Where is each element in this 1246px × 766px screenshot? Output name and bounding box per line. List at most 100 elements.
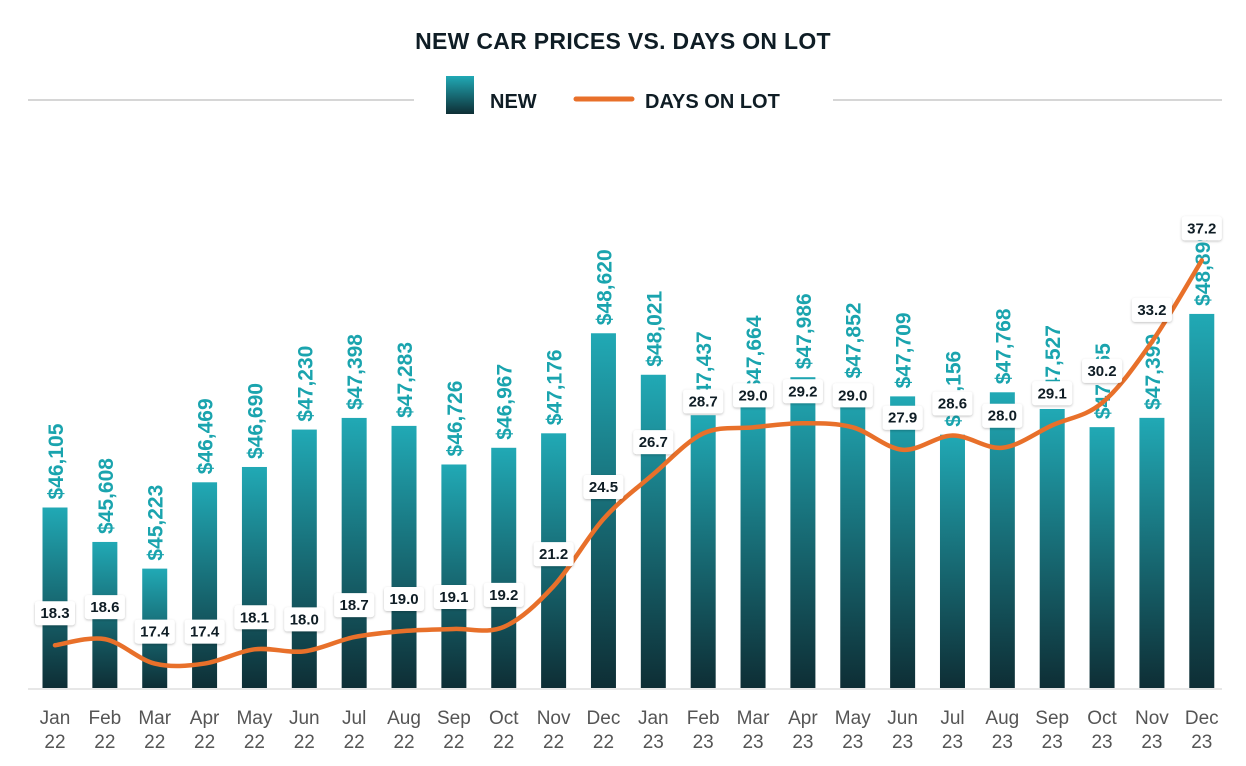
bar-new-20	[1039, 408, 1065, 688]
bar-new-12	[640, 374, 666, 688]
line-label-box-8	[433, 584, 474, 609]
line-label-days-1: 18.6	[90, 599, 119, 616]
x-tick-year-14: 23	[742, 732, 763, 753]
line-label-box-5	[284, 607, 325, 632]
bar-new-22	[1139, 417, 1165, 688]
x-tick-month-11: Dec	[587, 708, 621, 729]
x-tick-year-13: 23	[693, 732, 714, 753]
bar-new-5	[291, 429, 317, 688]
x-tick-month-8: Sep	[437, 708, 471, 729]
line-label-box-17	[882, 405, 923, 430]
bar-new-16	[840, 386, 866, 688]
x-tick-month-19: Aug	[985, 708, 1019, 729]
x-tick-month-17: Jun	[887, 708, 918, 729]
x-tick-month-14: Mar	[737, 708, 770, 729]
x-tick-year-5: 22	[294, 732, 315, 753]
x-tick-year-8: 22	[443, 732, 464, 753]
legend-label-days-on-lot: DAYS ON LOT	[645, 91, 780, 113]
x-tick-month-2: Mar	[138, 708, 171, 729]
bar-label-new-9: $46,967	[494, 364, 517, 440]
x-tick-year-0: 22	[44, 732, 65, 753]
line-label-box-15	[782, 379, 823, 404]
bar-label-new-2: $45,223	[145, 485, 168, 561]
bar-label-new-15: $47,986	[793, 293, 816, 369]
x-tick-month-5: Jun	[289, 708, 320, 729]
line-label-box-0	[35, 601, 75, 626]
bar-new-23	[1189, 313, 1215, 688]
x-tick-year-16: 23	[842, 732, 863, 753]
bar-label-new-4: $46,690	[244, 383, 267, 459]
bar-new-4	[241, 466, 267, 688]
line-label-box-13	[683, 389, 724, 414]
line-label-box-11	[583, 474, 624, 499]
x-tick-year-21: 23	[1091, 732, 1112, 753]
line-label-box-9	[483, 582, 524, 607]
x-tick-month-0: Jan	[40, 708, 71, 729]
line-label-box-19	[982, 403, 1023, 428]
line-label-box-10	[533, 542, 574, 567]
x-tick-year-18: 23	[942, 732, 963, 753]
line-label-days-6: 18.7	[340, 597, 369, 614]
line-label-days-14: 29.0	[738, 387, 767, 404]
bar-label-new-22: $47,399	[1142, 334, 1165, 410]
line-label-box-23	[1181, 216, 1222, 241]
x-tick-month-9: Oct	[489, 708, 519, 729]
line-label-days-10: 21.2	[539, 546, 568, 563]
line-value-labels: 18.3 18.6 17.4 17.4 18.1 18.0 18.7 19.0 19.1 19.2…	[35, 216, 1222, 644]
line-label-box-16	[832, 383, 873, 408]
x-tick-month-21: Oct	[1087, 708, 1117, 729]
bar-new-21	[1089, 427, 1115, 688]
line-label-days-7: 19.0	[389, 591, 418, 608]
x-tick-year-23: 23	[1191, 732, 1212, 753]
line-label-box-20	[1032, 381, 1073, 406]
line-label-box-3	[184, 619, 225, 644]
bar-label-new-14: $47,664	[743, 315, 766, 391]
bar-label-new-17: $47,709	[893, 312, 916, 388]
line-label-days-17: 27.9	[888, 410, 917, 427]
line-label-box-6	[334, 593, 375, 618]
bar-new-15	[790, 377, 816, 688]
x-tick-month-16: May	[835, 708, 871, 729]
bar-new-17	[890, 396, 916, 688]
line-label-days-21: 30.2	[1087, 363, 1116, 380]
line-label-box-2	[134, 619, 175, 644]
x-tick-year-10: 22	[543, 732, 564, 753]
x-tick-year-1: 22	[94, 732, 115, 753]
x-tick-month-1: Feb	[88, 708, 121, 729]
bar-label-new-13: $47,437	[693, 331, 716, 407]
x-tick-year-15: 23	[792, 732, 813, 753]
x-tick-month-20: Sep	[1035, 708, 1069, 729]
x-tick-month-13: Feb	[687, 708, 720, 729]
x-tick-year-12: 23	[643, 732, 664, 753]
line-label-box-21	[1082, 358, 1123, 383]
bar-new-13	[690, 415, 716, 688]
line-label-days-13: 28.7	[689, 393, 718, 410]
x-tick-year-17: 23	[892, 732, 913, 753]
line-label-days-12: 26.7	[639, 434, 668, 451]
bar-new-7	[391, 425, 417, 688]
bar-label-new-5: $47,230	[294, 346, 317, 422]
line-label-days-2: 17.4	[140, 624, 170, 641]
bar-label-new-11: $48,620	[593, 249, 616, 325]
bar-label-new-7: $47,283	[394, 342, 417, 418]
bar-label-new-8: $46,726	[444, 381, 467, 457]
x-tick-month-3: Apr	[190, 708, 220, 729]
x-tick-year-4: 22	[244, 732, 265, 753]
bar-label-new-19: $47,768	[992, 308, 1015, 384]
x-tick-year-2: 22	[144, 732, 165, 753]
line-label-days-4: 18.1	[240, 609, 269, 626]
x-axis: Jan 22 Feb 22 Mar 22 Apr 22 May 22 Jun 22 Jul 22 Aug 22…	[28, 688, 1222, 753]
bar-label-new-1: $45,608	[95, 458, 118, 534]
bar-new-9	[491, 447, 517, 688]
line-label-days-0: 18.3	[40, 605, 69, 622]
bar-label-new-6: $47,398	[344, 334, 367, 410]
x-tick-year-3: 22	[194, 732, 215, 753]
bar-new-19	[989, 392, 1015, 688]
bar-label-new-23: $48,899	[1192, 230, 1215, 306]
x-tick-month-22: Nov	[1135, 708, 1169, 729]
bar-label-new-16: $47,852	[843, 303, 866, 379]
x-tick-year-11: 22	[593, 732, 614, 753]
bar-label-new-10: $47,176	[544, 349, 567, 425]
line-label-days-18: 28.6	[938, 395, 967, 412]
line-label-days-22: 33.2	[1137, 302, 1166, 319]
